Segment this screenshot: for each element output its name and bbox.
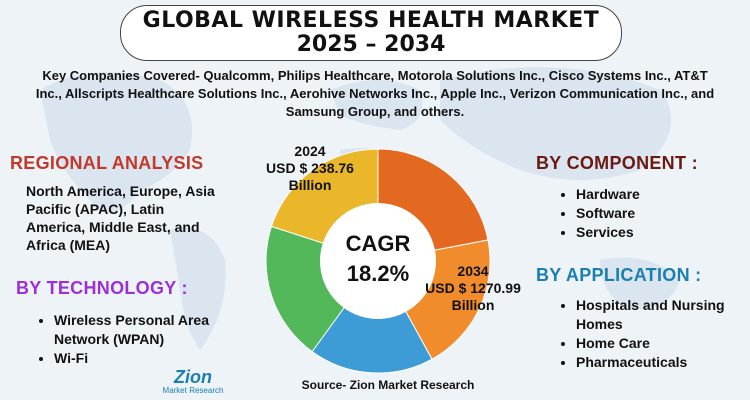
annotation-2034: 2034 USD $ 1270.99 Billion <box>413 263 533 314</box>
title-line-2: 2025 – 2034 <box>296 32 446 57</box>
logo-subtitle: Market Research <box>162 386 224 395</box>
annotation-unit: Billion <box>288 177 332 193</box>
market-donut-chart: CAGR 18.2% <box>265 148 491 374</box>
application-list: Hospitals and Nursing Homes Home Care Ph… <box>556 296 750 372</box>
list-item: Hospitals and Nursing Homes <box>576 296 750 334</box>
annotation-value: USD $ 1270.99 <box>425 280 521 296</box>
zion-logo: Zion Market Research <box>160 368 226 398</box>
list-item: Software <box>576 204 750 223</box>
by-technology-heading: BY TECHNOLOGY : <box>16 278 188 298</box>
list-item: Services <box>576 223 750 242</box>
title-line-1: GLOBAL WIRELESS HEALTH MARKET <box>142 8 600 33</box>
technology-list: Wireless Personal Area Network (WPAN) Wi… <box>34 311 259 368</box>
annotation-unit: Billion <box>451 297 495 313</box>
cagr-label: CAGR <box>346 231 411 256</box>
cagr-value: 18.2% <box>347 261 409 286</box>
annotation-2024: 2024 USD $ 238.76 Billion <box>250 143 370 194</box>
key-companies-text: Key Companies Covered- Qualcomm, Philips… <box>35 68 715 119</box>
list-item: Hardware <box>576 185 750 204</box>
donut-center <box>320 203 436 319</box>
annotation-year: 2034 <box>457 263 489 279</box>
regional-analysis-heading: REGIONAL ANALYSIS <box>10 153 204 173</box>
list-item: Home Care <box>576 334 750 353</box>
source-text: Source- Zion Market Research <box>301 378 475 392</box>
component-list: Hardware Software Services <box>556 185 750 242</box>
list-item: Wireless Personal Area Network (WPAN) <box>54 311 259 349</box>
annotation-year: 2024 <box>294 143 326 159</box>
regional-analysis-text: North America, Europe, Asia Pacific (APA… <box>26 183 215 253</box>
logo-name: Zion <box>174 367 212 387</box>
annotation-value: USD $ 238.76 <box>266 160 354 176</box>
list-item: Pharmaceuticals <box>576 353 750 372</box>
by-application-heading: BY APPLICATION : <box>536 265 702 285</box>
list-item: Wi-Fi <box>54 349 259 368</box>
title-banner: GLOBAL WIRELESS HEALTH MARKET 2025 – 203… <box>120 5 622 61</box>
by-component-heading: BY COMPONENT : <box>536 153 698 173</box>
